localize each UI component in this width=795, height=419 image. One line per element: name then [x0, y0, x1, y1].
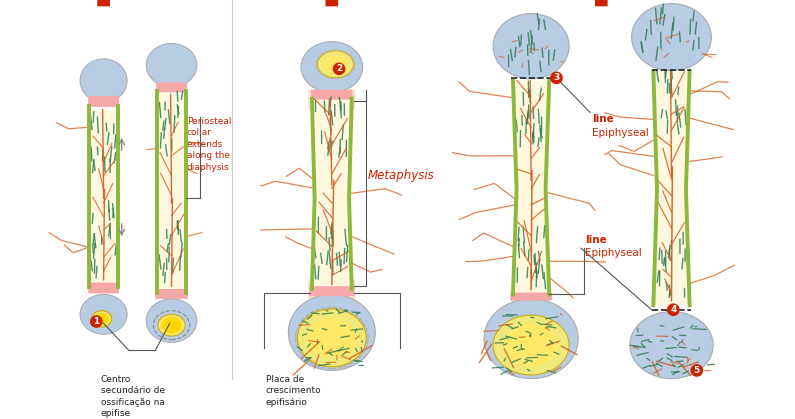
Text: Metaphysis: Metaphysis [368, 169, 435, 182]
Ellipse shape [632, 4, 712, 71]
Text: Periosteal
collar
extends
along the
diaphysis: Periosteal collar extends along the diap… [187, 117, 231, 172]
FancyBboxPatch shape [309, 286, 355, 296]
Ellipse shape [493, 315, 569, 375]
Ellipse shape [504, 323, 558, 367]
Ellipse shape [146, 299, 197, 342]
FancyBboxPatch shape [311, 90, 353, 100]
Text: 3: 3 [553, 73, 560, 83]
FancyBboxPatch shape [155, 289, 188, 299]
FancyBboxPatch shape [308, 90, 355, 110]
Text: Epiphyseal: Epiphyseal [585, 248, 642, 258]
Polygon shape [653, 72, 689, 305]
Text: 1: 1 [93, 317, 99, 326]
FancyBboxPatch shape [595, 0, 607, 6]
Text: Epiphyseal: Epiphyseal [591, 128, 649, 138]
Ellipse shape [161, 317, 181, 333]
Ellipse shape [158, 314, 185, 336]
FancyBboxPatch shape [510, 292, 552, 301]
Ellipse shape [333, 62, 345, 75]
Ellipse shape [301, 41, 363, 92]
Ellipse shape [91, 310, 112, 327]
Text: 5: 5 [694, 366, 700, 375]
Ellipse shape [550, 72, 563, 84]
Ellipse shape [493, 13, 569, 79]
FancyBboxPatch shape [325, 0, 338, 6]
FancyBboxPatch shape [88, 282, 119, 293]
FancyBboxPatch shape [88, 96, 119, 107]
Text: 4: 4 [670, 305, 677, 314]
Ellipse shape [691, 364, 704, 377]
Polygon shape [89, 110, 118, 284]
Ellipse shape [630, 312, 713, 379]
FancyBboxPatch shape [156, 83, 187, 92]
Ellipse shape [80, 295, 127, 334]
FancyBboxPatch shape [308, 280, 355, 300]
Ellipse shape [307, 318, 357, 358]
Ellipse shape [484, 299, 578, 379]
FancyBboxPatch shape [97, 0, 110, 6]
Polygon shape [513, 80, 549, 295]
Ellipse shape [323, 55, 348, 73]
Ellipse shape [289, 295, 375, 370]
Ellipse shape [90, 315, 103, 328]
Text: Placa de
crescimento
epifisário: Placa de crescimento epifisário [266, 375, 321, 407]
Polygon shape [312, 99, 351, 289]
Polygon shape [157, 94, 186, 291]
Text: Centro
secundário de
ossificação na
epifise: Centro secundário de ossificação na epif… [101, 375, 165, 418]
Ellipse shape [317, 51, 354, 78]
Ellipse shape [297, 309, 366, 367]
Text: 2: 2 [336, 65, 342, 73]
Ellipse shape [146, 44, 197, 87]
Ellipse shape [80, 59, 127, 102]
Ellipse shape [95, 313, 109, 324]
Ellipse shape [667, 303, 680, 316]
Text: line: line [591, 114, 614, 124]
Text: line: line [585, 235, 607, 245]
